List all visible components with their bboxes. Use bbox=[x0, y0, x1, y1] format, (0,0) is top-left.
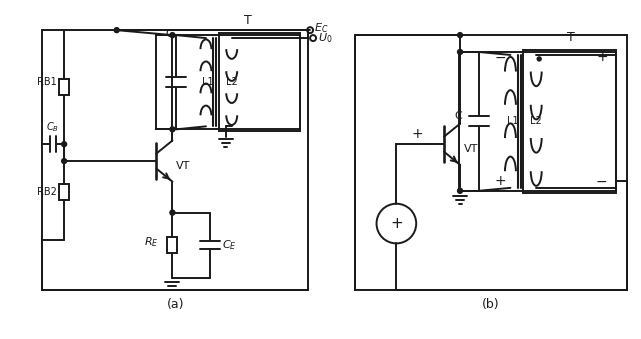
Text: $C_B$: $C_B$ bbox=[46, 120, 59, 134]
Text: $+$: $+$ bbox=[595, 50, 608, 64]
Bar bbox=[354, 35, 628, 290]
Text: $-$: $-$ bbox=[595, 174, 608, 188]
Bar bbox=[459, 52, 615, 191]
Circle shape bbox=[170, 127, 175, 132]
Circle shape bbox=[458, 33, 463, 38]
Text: RB1: RB1 bbox=[37, 77, 57, 87]
Text: $E_C$: $E_C$ bbox=[314, 21, 328, 35]
Circle shape bbox=[537, 57, 541, 61]
Circle shape bbox=[170, 210, 175, 215]
Bar bbox=[167, 237, 178, 253]
Bar bbox=[156, 35, 300, 129]
Circle shape bbox=[170, 33, 175, 38]
Text: $R_E$: $R_E$ bbox=[144, 236, 158, 249]
Text: L2: L2 bbox=[530, 116, 542, 126]
Text: +: + bbox=[390, 216, 403, 231]
Text: T: T bbox=[567, 31, 575, 44]
Text: VT: VT bbox=[464, 144, 478, 154]
Circle shape bbox=[62, 142, 67, 147]
Text: L1: L1 bbox=[506, 116, 518, 126]
Text: VT: VT bbox=[176, 161, 190, 171]
Text: $-$: $-$ bbox=[494, 50, 506, 64]
Text: (b): (b) bbox=[482, 298, 500, 312]
Text: $C_E$: $C_E$ bbox=[222, 238, 237, 252]
Text: C: C bbox=[454, 112, 462, 121]
Text: L2: L2 bbox=[226, 77, 238, 87]
Text: RB2: RB2 bbox=[37, 187, 57, 197]
Circle shape bbox=[458, 49, 463, 55]
Circle shape bbox=[458, 188, 463, 193]
Bar bbox=[59, 79, 69, 95]
Text: $U_0$: $U_0$ bbox=[318, 31, 333, 45]
Bar bbox=[42, 30, 308, 290]
Bar bbox=[59, 184, 69, 200]
Text: (a): (a) bbox=[167, 298, 184, 312]
Bar bbox=[219, 33, 300, 131]
Text: T: T bbox=[244, 14, 252, 27]
Text: L1: L1 bbox=[202, 77, 213, 87]
Text: $+$: $+$ bbox=[494, 174, 506, 188]
Circle shape bbox=[114, 28, 119, 33]
Circle shape bbox=[62, 159, 67, 163]
Text: +: + bbox=[412, 127, 423, 141]
Text: C: C bbox=[165, 29, 173, 39]
Bar bbox=[523, 50, 615, 193]
